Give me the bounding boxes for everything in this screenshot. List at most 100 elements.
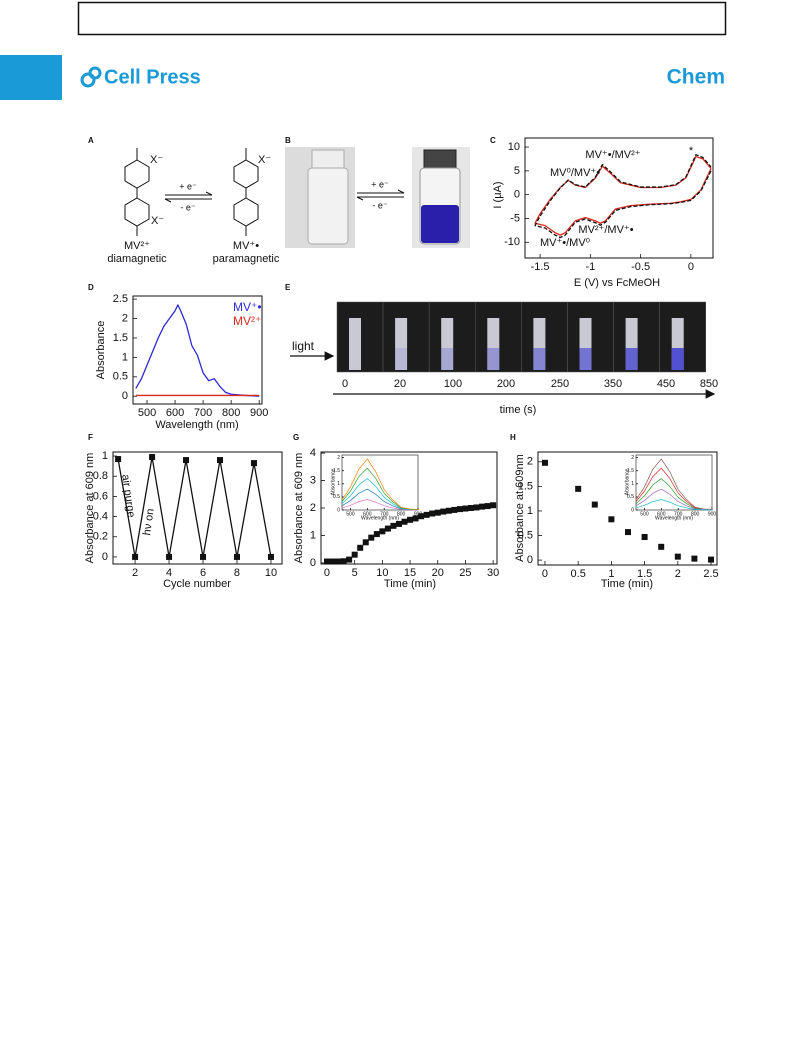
data-point (674, 553, 681, 560)
chart: 0 0.5 1 1.5 2 2.5 0 0.5 1 1.5 2 Time (min) Absorbanc… (514, 451, 719, 590)
x-tick-label: 25 (459, 567, 471, 579)
arrow-label: + e⁻ (371, 179, 389, 189)
y-tick-label: 0.5 (627, 494, 634, 500)
y-tick-label: 0.2 (93, 531, 108, 543)
data-point (115, 456, 122, 463)
x-axis-label: Cycle number (163, 578, 231, 590)
y-axis-label: Absorbance (624, 468, 630, 495)
x-axis-label: Wavelength (nm) (361, 515, 399, 521)
y-tick-label: 0 (337, 507, 340, 513)
panel-label: A (88, 136, 94, 145)
data-point (462, 505, 469, 512)
logo-text: Cell Press (104, 66, 201, 88)
y-tick-label: 2 (631, 455, 634, 461)
y-tick-label: 1 (102, 450, 108, 462)
x-tick-label: 0 (542, 568, 548, 580)
data-point (384, 525, 391, 532)
y-tick-label: -10 (504, 236, 520, 248)
data-line (341, 478, 419, 511)
y-tick-label: 1 (527, 505, 533, 517)
data-line (341, 458, 419, 510)
x-tick-label: 800 (222, 407, 240, 419)
logo-icon (80, 66, 102, 88)
annotation: MV²⁺/MV⁺• (578, 224, 633, 236)
y-tick-label: 0 (527, 554, 533, 566)
x-tick-label: 6 (200, 567, 206, 579)
x-tick-label: 500 (640, 511, 649, 517)
vial-blue (533, 348, 546, 370)
molecule-left (124, 148, 150, 236)
time-tick-label: 0 (342, 378, 348, 390)
counterion: X⁻ (151, 215, 164, 227)
time-tick-label: 200 (497, 378, 515, 390)
plot-frame (341, 454, 419, 511)
time-tick-label: 250 (551, 378, 569, 390)
x-tick-label: 900 (414, 511, 423, 517)
data-line (635, 467, 713, 510)
chart: 2 4 6 8 10 0 0.2 0.4 0.6 0.8 1 Cycle number Absorban… (84, 450, 283, 590)
y-tick-label: 2 (527, 456, 533, 468)
panel-label: G (293, 433, 299, 442)
data-point (368, 534, 375, 541)
data-point (395, 520, 402, 527)
data-point (591, 501, 598, 508)
data-point (323, 558, 330, 565)
y-tick-label: 2 (310, 502, 316, 514)
species-name: MV⁺• (233, 240, 259, 252)
data-point (434, 509, 441, 516)
data-point (250, 460, 257, 467)
data-line (635, 488, 713, 511)
y-tick-label: 0.8 (93, 470, 108, 482)
x-tick-label: 900 (708, 511, 717, 517)
x-tick-label: 800 (397, 511, 406, 517)
x-tick-label: 15 (404, 567, 416, 579)
y-tick-label: 0.5 (518, 529, 533, 541)
data-line (635, 458, 713, 510)
species-state: diamagnetic (107, 253, 167, 265)
data-point (329, 558, 336, 565)
data-point (267, 553, 274, 560)
panel-label: H (510, 433, 516, 442)
x-axis-label: E (V) vs FcMeOH (574, 277, 660, 289)
y-tick-label: 0 (631, 507, 634, 513)
time-tick-label: 450 (657, 378, 675, 390)
time-tick-label: 100 (444, 378, 462, 390)
y-tick-label: 0.6 (93, 490, 108, 502)
annotation: MV⁺•/MV⁰ (540, 237, 591, 249)
x-tick-label: 700 (194, 407, 212, 419)
y-tick-label: 0 (310, 557, 316, 569)
side-tab (0, 55, 62, 100)
y-tick-label: 1.5 (333, 468, 340, 474)
y-axis-label: Absorbance at 609 nm (84, 453, 96, 564)
plot-frame (635, 454, 713, 511)
data-point (658, 543, 665, 550)
photo-strip (336, 301, 706, 373)
x-tick-label: 1.5 (637, 568, 652, 580)
data-point (451, 506, 458, 513)
x-tick-label: 0 (324, 567, 330, 579)
panel-label: C (490, 136, 496, 145)
data-point (351, 551, 358, 558)
panel-label: B (285, 136, 291, 145)
data-point (541, 459, 548, 466)
data-point (456, 506, 463, 513)
data-point (340, 558, 347, 565)
data-point (233, 553, 240, 560)
x-tick-label: 600 (363, 511, 372, 517)
y-tick-label: 10 (508, 141, 520, 153)
time-label: time (s) (500, 404, 537, 416)
x-tick-label: -1 (585, 261, 595, 273)
x-tick-label: -1.5 (531, 261, 550, 273)
x-tick-label: 800 (691, 511, 700, 517)
molecule-right (233, 148, 259, 236)
y-tick-label: 0 (102, 551, 108, 563)
y-tick-label: 1.5 (113, 332, 128, 344)
y-tick-label: 3 (310, 474, 316, 486)
y-axis-label: I (μA) (492, 181, 504, 208)
data-point (490, 502, 497, 509)
chart: 500 600 700 800 900 0 0.5 1 1.5 2 Wavelength (nm) A… (624, 454, 717, 521)
legend-entry: MV²⁺ (233, 314, 261, 328)
x-tick-label: 700 (380, 511, 389, 517)
x-tick-label: 600 (166, 407, 184, 419)
